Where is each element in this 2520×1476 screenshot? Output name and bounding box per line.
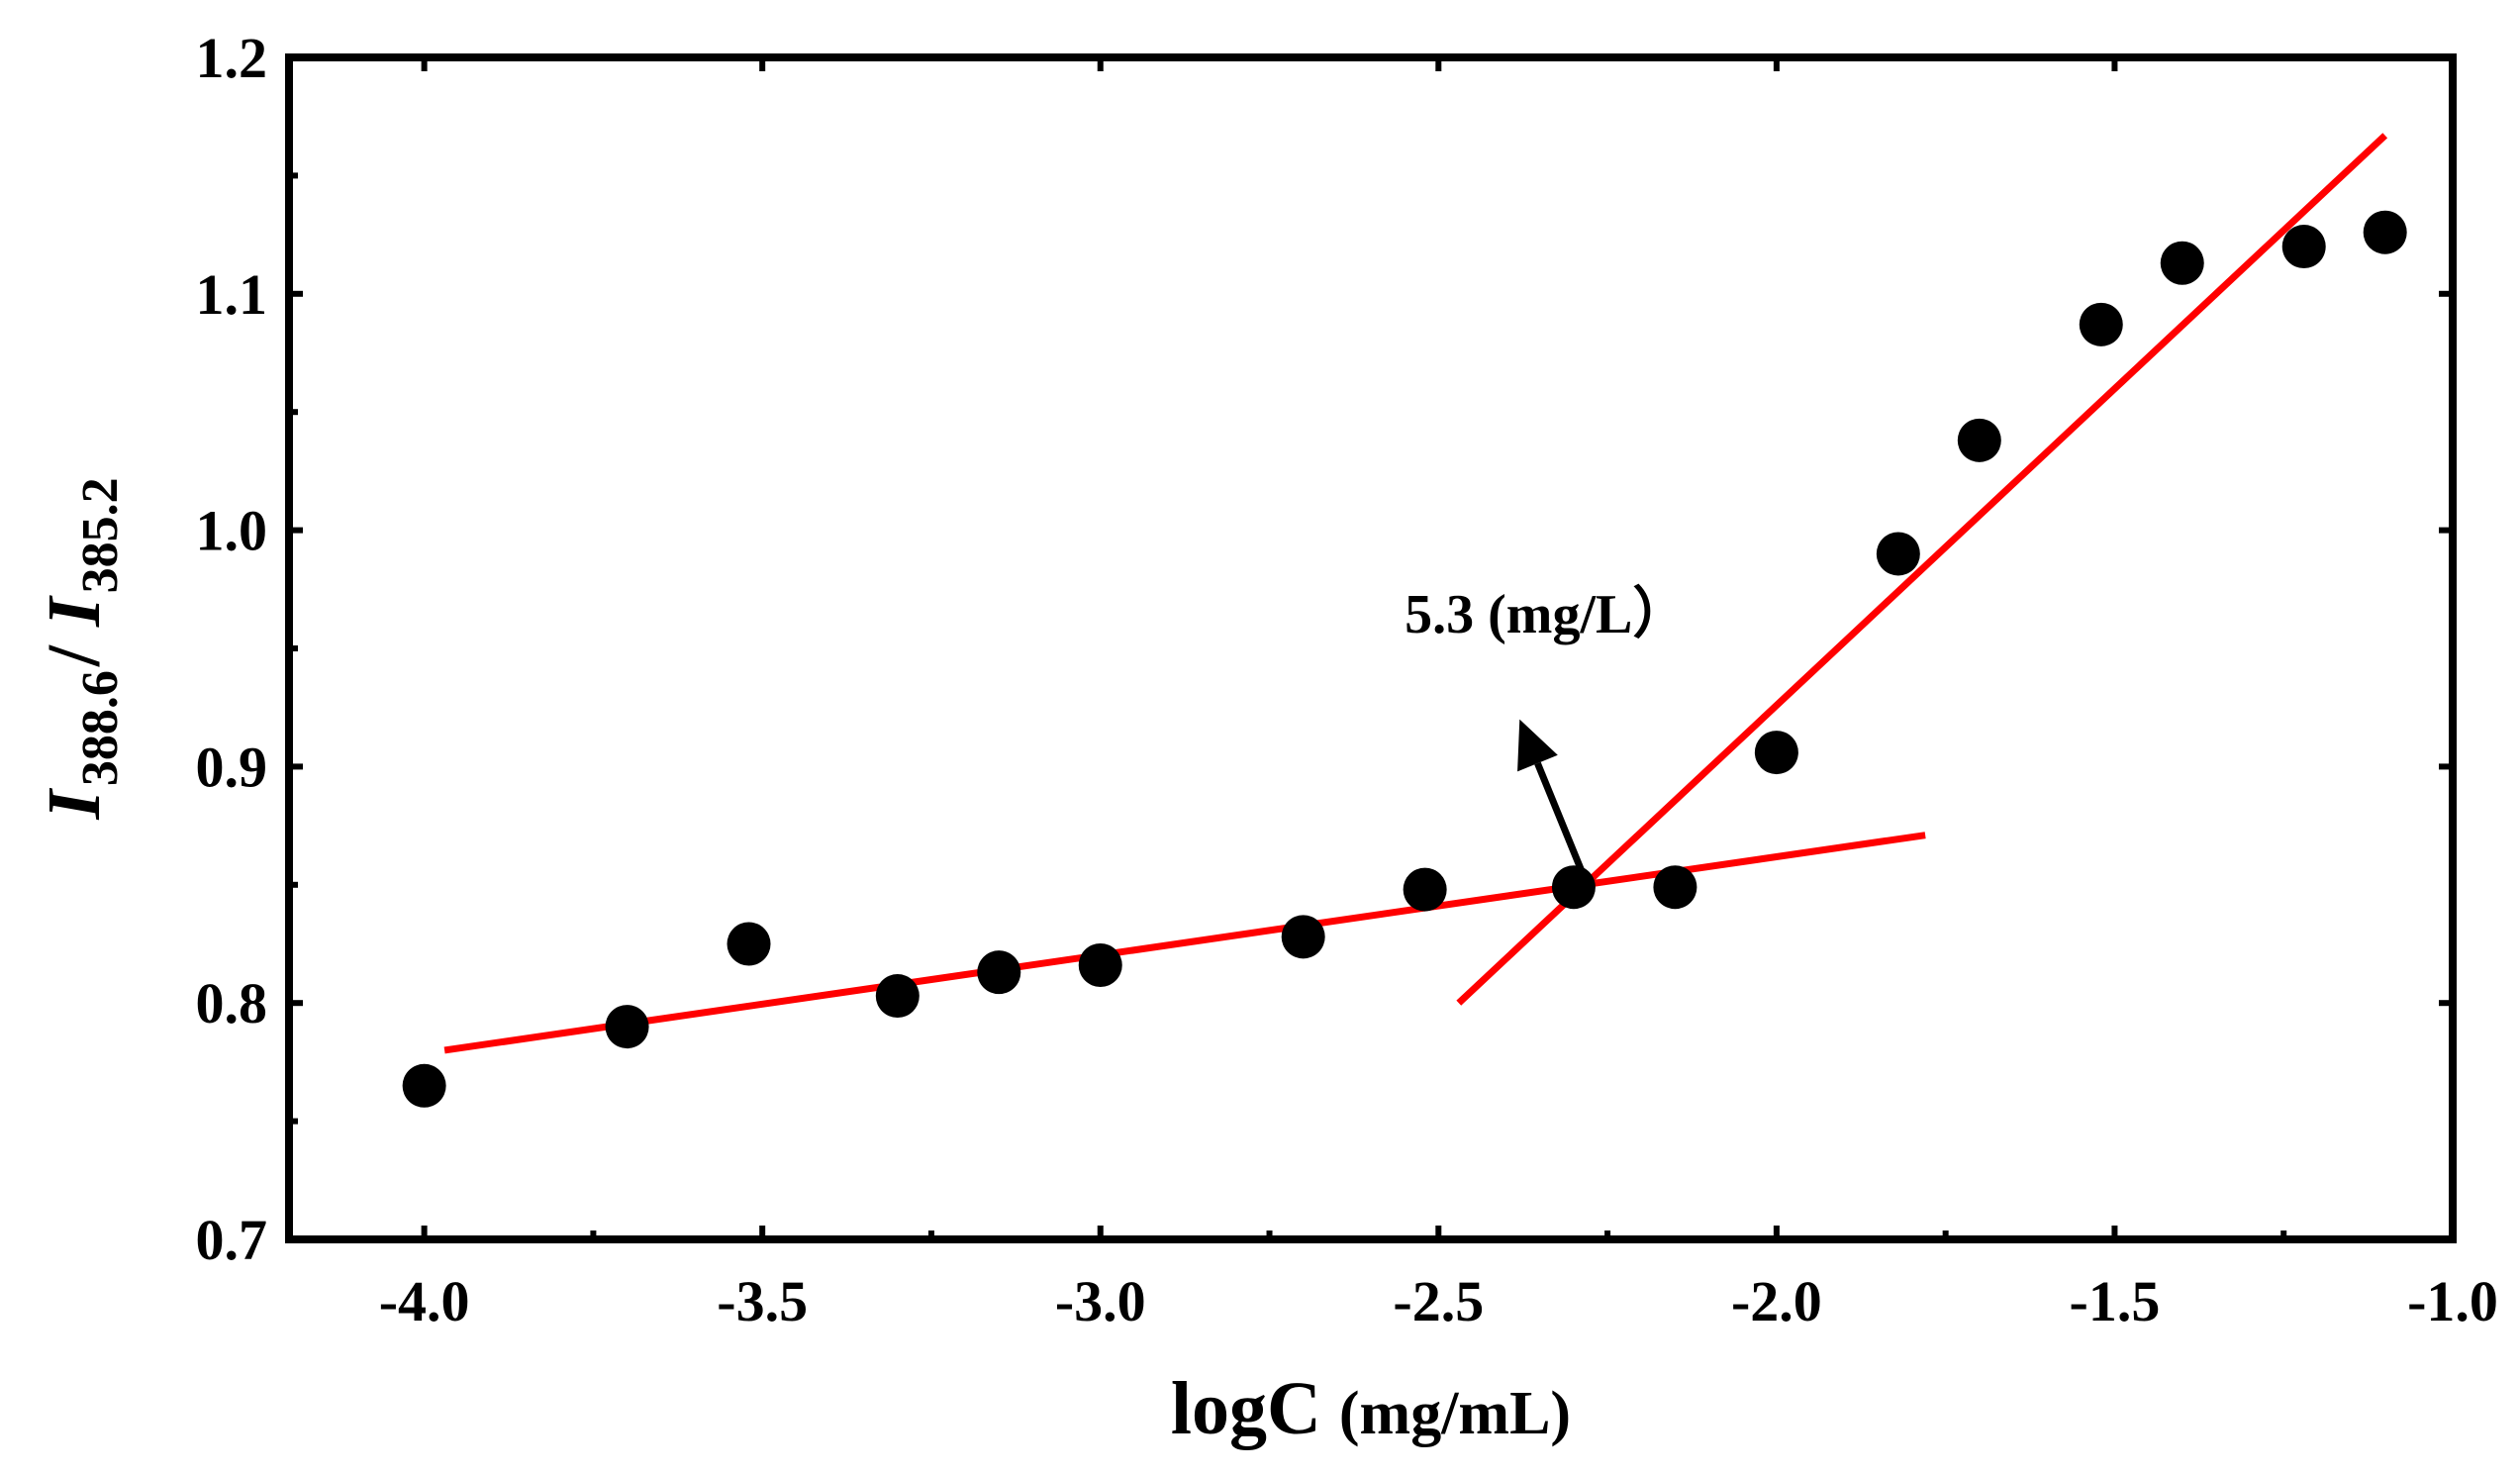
annotation-label: 5.3 (mg/L）	[1405, 583, 1688, 645]
data-point	[875, 974, 920, 1019]
y-tick-label: 1.2	[196, 26, 268, 90]
data-point	[1403, 867, 1447, 912]
x-tick-label: -3.0	[1055, 1269, 1146, 1333]
y-axis-title-i1: I	[33, 788, 116, 821]
fit-low	[443, 832, 1926, 1054]
x-tick-labels: -4.0 -3.5 -3.0 -2.5 -2.0 -1.5 -1.0	[379, 1269, 2498, 1333]
data-point	[1754, 731, 1798, 775]
x-tick-label: -2.5	[1393, 1269, 1484, 1333]
data-points	[402, 210, 2407, 1108]
data-point	[1551, 865, 1596, 910]
x-tick-label: -1.5	[2070, 1269, 2161, 1333]
y-tick-label: 1.0	[196, 499, 268, 563]
y-tick-label: 0.9	[196, 735, 268, 799]
data-point	[402, 1063, 446, 1108]
data-point	[727, 922, 771, 966]
x-axis-title-unit: (mg/mL)	[1339, 1380, 1571, 1447]
axis-ticks	[289, 54, 2456, 1242]
x-tick-label: -4.0	[379, 1269, 470, 1333]
data-point	[1078, 942, 1122, 987]
x-tick-label: -3.5	[717, 1269, 808, 1333]
x-tick-label: -2.0	[1731, 1269, 1822, 1333]
x-tick-label: -1.0	[2407, 1269, 2498, 1333]
y-axis-title-slash: /	[33, 627, 116, 667]
data-point	[2363, 210, 2407, 254]
x-axis-title-main: logC	[1171, 1367, 1321, 1450]
data-point	[1281, 915, 1325, 959]
data-point	[2160, 241, 2204, 285]
data-point	[2079, 302, 2123, 346]
fit-high	[1456, 133, 2388, 1006]
y-tick-labels: 0.7 0.8 0.9 1.0 1.1 1.2	[196, 26, 268, 1272]
data-point	[605, 1005, 649, 1049]
data-point	[2281, 225, 2326, 269]
data-point	[1957, 418, 2001, 462]
data-point	[977, 950, 1021, 995]
data-point	[1653, 865, 1697, 910]
annotation-arrow	[1517, 719, 1591, 887]
y-axis-title-sub2: 385.2	[72, 477, 129, 593]
y-tick-label: 1.1	[196, 262, 268, 327]
y-axis-title-sub1: 388.6	[72, 670, 129, 786]
x-axis-title: logC (mg/mL)	[1171, 1367, 1571, 1450]
annotation-arrow-shaft	[1534, 761, 1591, 887]
y-axis-title: I 388.6 / I 385.2	[33, 477, 129, 820]
data-point	[1876, 532, 1920, 576]
plot-frame	[285, 53, 2457, 1243]
annotation-arrow-head	[1517, 719, 1558, 772]
y-tick-label: 0.7	[196, 1208, 268, 1272]
y-tick-label: 0.8	[196, 971, 268, 1035]
y-axis-title-i2: I	[33, 595, 116, 628]
